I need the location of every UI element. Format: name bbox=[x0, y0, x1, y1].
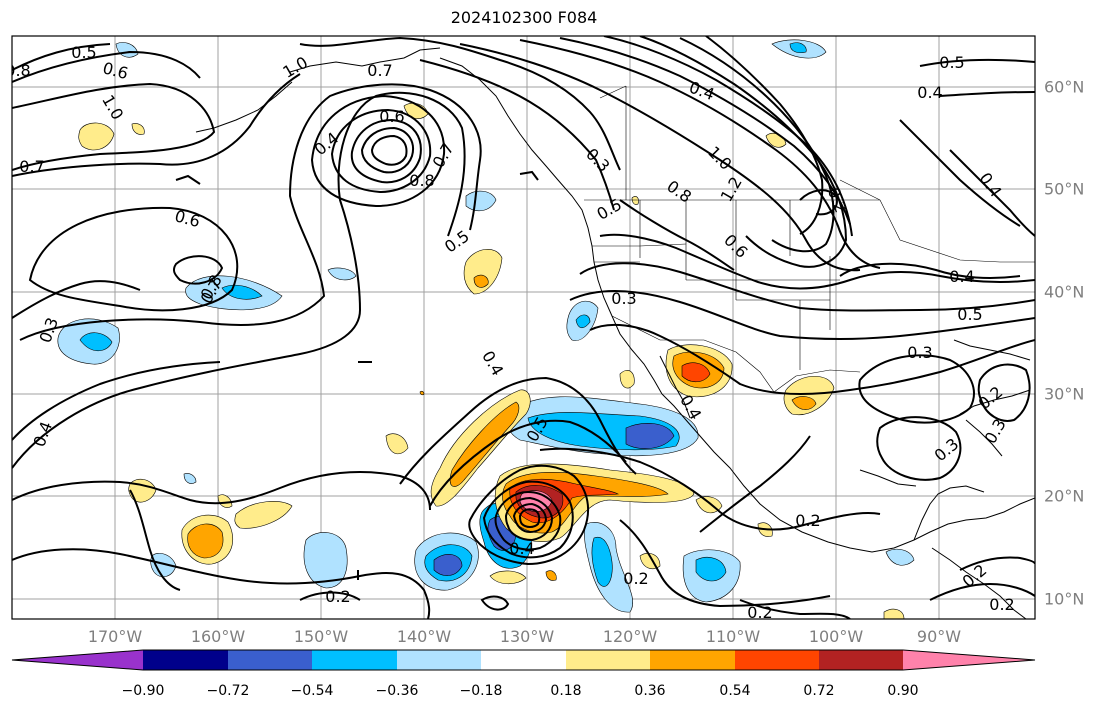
contour-label: 0.5 bbox=[957, 305, 982, 324]
lon-label: 100°W bbox=[808, 627, 864, 646]
coastlines bbox=[195, 47, 1035, 619]
colorbar-swatch bbox=[12, 650, 143, 670]
contour-label: 0.7 bbox=[19, 157, 44, 176]
contour-label: 0.4 bbox=[949, 267, 974, 286]
colorbar-swatch bbox=[819, 650, 903, 670]
contour-label: 0.2 bbox=[747, 603, 772, 622]
lat-label: 10°N bbox=[1044, 589, 1085, 609]
contour-label: 0.3 bbox=[611, 289, 636, 308]
contour-label: 0.6 bbox=[379, 107, 404, 126]
colorbar-tick-label: 0.72 bbox=[803, 683, 835, 699]
contour-label: 0.4 bbox=[917, 83, 942, 102]
colorbar bbox=[11, 649, 1036, 671]
lon-label: 110°W bbox=[705, 627, 761, 646]
contour-label: 0.2 bbox=[989, 595, 1014, 614]
contour-label: 0.8 bbox=[5, 61, 30, 80]
lon-label: 170°W bbox=[87, 627, 143, 646]
lat-label: 30°N bbox=[1044, 384, 1085, 404]
colorbar-swatch bbox=[143, 650, 228, 670]
colorbar-swatch bbox=[735, 650, 819, 670]
colorbar-tick-label: 0.36 bbox=[634, 683, 666, 699]
lon-label: 90°W bbox=[916, 627, 962, 646]
lat-label: 50°N bbox=[1044, 179, 1085, 199]
lat-label: 20°N bbox=[1044, 486, 1085, 506]
contour-label: 0.8 bbox=[409, 171, 434, 190]
colorbar-tick-label: 0.54 bbox=[719, 683, 751, 699]
contour-label: 0.2 bbox=[795, 511, 820, 530]
contour-label: 0.5 bbox=[939, 53, 964, 72]
contour-label: 0.2 bbox=[325, 587, 350, 606]
lat-label: 40°N bbox=[1044, 282, 1085, 302]
contour-label: 0.5 bbox=[71, 43, 96, 62]
contour-label: 0.7 bbox=[367, 61, 392, 80]
contour-label: 0.3 bbox=[907, 343, 932, 362]
colorbar-tick-label: 0.90 bbox=[887, 683, 919, 699]
colorbar-tick-label: −0.36 bbox=[375, 683, 419, 699]
colorbar-swatch bbox=[903, 650, 1035, 670]
colorbar-tick-label: −0.18 bbox=[459, 683, 503, 699]
lon-label: 120°W bbox=[602, 627, 658, 646]
contour-label: 0.4 bbox=[509, 539, 534, 558]
colorbar-tick-label: −0.90 bbox=[121, 683, 165, 699]
lon-label: 150°W bbox=[293, 627, 349, 646]
colorbar-swatch bbox=[481, 650, 566, 670]
colorbar-swatch bbox=[566, 650, 650, 670]
lon-label: 130°W bbox=[499, 627, 555, 646]
colorbar-swatch bbox=[228, 650, 312, 670]
colorbar-tick-label: −0.54 bbox=[290, 683, 334, 699]
map-frame bbox=[11, 35, 1036, 620]
colorbar-tick-label: 0.18 bbox=[550, 683, 582, 699]
colorbar-tick-label: −0.72 bbox=[206, 683, 250, 699]
colorbar-swatch bbox=[397, 650, 481, 670]
lat-label: 60°N bbox=[1044, 77, 1085, 97]
colorbar-swatch bbox=[650, 650, 735, 670]
colorbar-swatch bbox=[312, 650, 397, 670]
lon-label: 160°W bbox=[190, 627, 246, 646]
map-title: 2024102300 F084 bbox=[450, 8, 598, 27]
contour-label: 0.2 bbox=[623, 569, 648, 588]
contour-isolines bbox=[12, 36, 1035, 619]
lon-label: 140°W bbox=[396, 627, 452, 646]
political-borders bbox=[584, 85, 1035, 393]
